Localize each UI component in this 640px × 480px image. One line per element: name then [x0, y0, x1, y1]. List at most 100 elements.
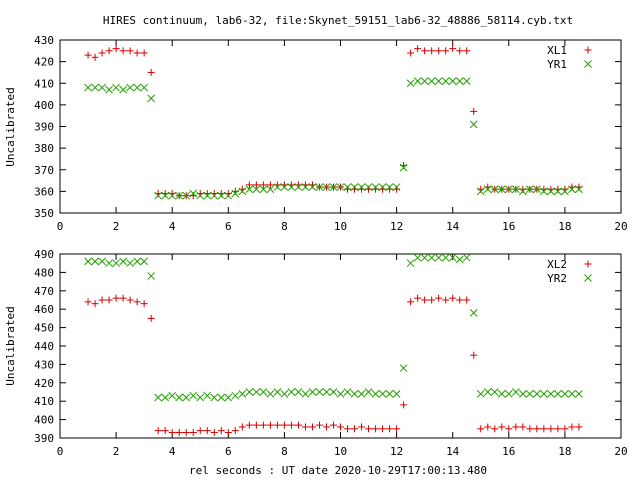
yr1-point: [245, 185, 254, 194]
yr2-point: [308, 388, 317, 396]
top-axis-ticks: 0 2 4 6 8 10 12 14 16 18 20 350 360 370 380 390 400 410 42…: [34, 34, 628, 233]
xl2-point: [252, 421, 260, 429]
xl2-point: [91, 300, 99, 308]
xl2-point: [168, 428, 176, 436]
xl2-point: [301, 423, 309, 431]
yr2-point: [448, 253, 457, 262]
yr2-point: [364, 388, 373, 396]
bottom-x-tick-label: 16: [502, 445, 515, 458]
yr1-point: [568, 185, 576, 194]
xl1-point: [442, 47, 450, 55]
yr2-point: [112, 259, 120, 268]
xl2-point: [112, 294, 120, 302]
xl2-point: [491, 425, 499, 433]
xl2-point: [414, 294, 422, 302]
yr2-point: [252, 388, 261, 396]
xl1-point: [105, 47, 113, 55]
yr2-point: [336, 389, 345, 398]
top-y-tick-label: 360: [34, 185, 54, 198]
xl2-point: [372, 425, 380, 433]
yr2-point: [518, 389, 527, 398]
top-y-axis-label: Uncalibrated: [4, 87, 17, 166]
yr2-point: [133, 257, 141, 266]
yr2-point: [406, 259, 415, 268]
yr2-point: [98, 257, 106, 266]
bottom-plot-frame: [59, 253, 622, 439]
yr1-point: [259, 185, 268, 194]
xl2-point: [175, 428, 183, 436]
yr2-point: [476, 389, 485, 398]
yr2-point: [568, 389, 576, 398]
yr1-point: [252, 185, 261, 194]
yr1-point: [469, 120, 478, 129]
top-y-tick-label: 410: [34, 77, 54, 90]
top-y-tick-label: 350: [34, 207, 54, 220]
xl1-point: [407, 49, 415, 57]
xl1-point: [245, 181, 253, 189]
yr1-point: [547, 187, 555, 196]
yr1-point: [371, 183, 380, 191]
legend-label-yr1: YR1: [547, 58, 567, 71]
yr1-point: [497, 185, 506, 194]
bottom-y-tick-label: 490: [34, 248, 54, 261]
xl2-point: [379, 425, 387, 433]
top-y-tick-label: 400: [34, 99, 54, 112]
xl2-point: [470, 351, 478, 359]
yr1-point: [161, 191, 170, 200]
yr1-point: [455, 77, 464, 85]
yr2-point: [287, 388, 296, 396]
yr2-point: [413, 253, 422, 262]
xl2-point: [512, 423, 520, 431]
xl2-point: [533, 425, 541, 433]
xl2-point: [337, 423, 344, 431]
yr2-point: [483, 388, 492, 396]
xl2-point: [161, 427, 169, 435]
xl2-point: [189, 428, 197, 436]
legend-label-xl1: XL1: [547, 44, 567, 57]
yr1-point: [112, 83, 120, 92]
yr1-point: [329, 183, 338, 191]
yr2-point: [469, 309, 478, 317]
xl2-point: [98, 296, 106, 304]
legend-marker-yr2: [584, 274, 592, 282]
yr1-point: [294, 183, 303, 191]
xl2-point: [238, 423, 246, 431]
top-x-tick-label: 18: [558, 220, 571, 233]
xl2-point: [449, 294, 457, 302]
xl2-point: [456, 296, 464, 304]
yr1-point: [147, 94, 156, 103]
bottom-y-tick-label: 400: [34, 414, 54, 427]
yr2-point: [154, 393, 163, 402]
top-y-tick-label: 370: [34, 164, 54, 177]
xl2-point: [484, 423, 492, 431]
xl2-point: [540, 425, 548, 433]
yr2-point: [224, 393, 233, 402]
yr2-point: [329, 388, 338, 396]
yr1-point: [168, 191, 177, 200]
yr1-point: [427, 77, 436, 85]
xl2-point: [259, 421, 267, 429]
xl2-point: [105, 296, 113, 304]
yr2-point: [540, 389, 548, 398]
yr2-point: [371, 389, 380, 398]
xl2-point: [133, 298, 141, 306]
xl2-point: [498, 423, 506, 431]
yr1-point: [378, 183, 387, 191]
top-x-tick-label: 8: [281, 220, 288, 233]
yr2-point: [392, 389, 401, 398]
yr1-point: [315, 183, 324, 191]
xl1-point: [449, 45, 457, 53]
xl2-point: [547, 425, 555, 433]
yr1-point: [280, 183, 289, 191]
yr2-point: [399, 364, 408, 372]
yr2-point: [525, 389, 534, 398]
top-x-tick-label: 4: [169, 220, 176, 233]
top-x-tick-label: 6: [225, 220, 232, 233]
x-axis-label: rel seconds : UT date 2020-10-29T17:00:1…: [189, 464, 487, 477]
xl2-point: [140, 300, 148, 308]
yr1-point: [91, 83, 99, 92]
top-panel: Uncalibrated 0 2 4 6 8 10 12 14 16 18 20 350 360 370 3…: [4, 34, 628, 233]
yr2-point: [561, 389, 569, 398]
yr2-point: [490, 388, 499, 396]
